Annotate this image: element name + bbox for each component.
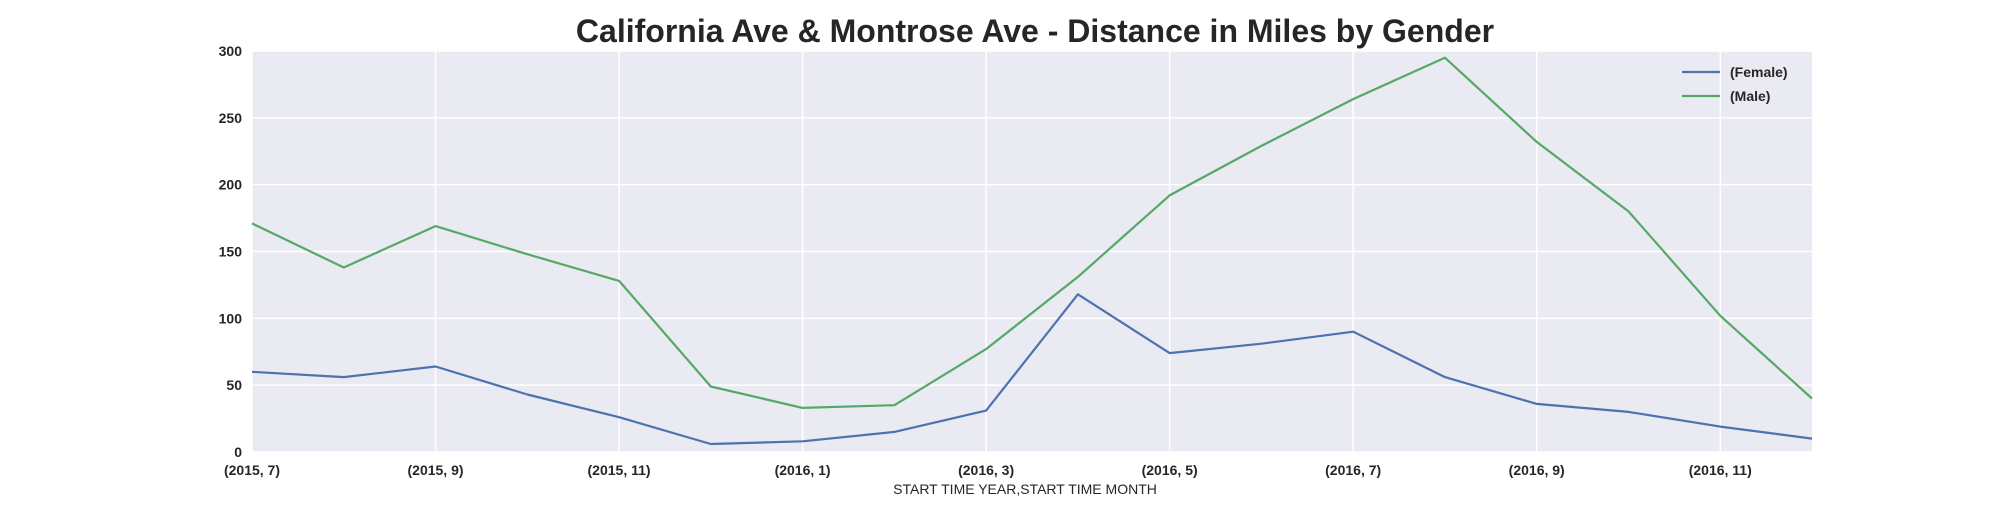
y-tick-label: 200 <box>219 177 243 193</box>
x-tick-label: (2016, 11) <box>1689 462 1752 478</box>
legend-label: (Male) <box>1730 88 1770 104</box>
series-line <box>251 56 1813 409</box>
y-tick-label: 300 <box>219 43 243 59</box>
y-axis-ticks: 0 50 100 150 200 250 300 <box>219 43 243 460</box>
y-tick-label: 0 <box>234 444 242 460</box>
x-tick-label: (2016, 1) <box>775 462 831 478</box>
x-tick-label: (2016, 5) <box>1142 462 1198 478</box>
legend-label: (Female) <box>1730 64 1788 80</box>
y-tick-label: 100 <box>219 310 243 326</box>
x-tick-label: (2015, 11) <box>588 462 651 478</box>
x-tick-label: (2015, 9) <box>408 462 464 478</box>
series-line <box>251 293 1813 446</box>
x-axis-ticks: (2015, 7) (2015, 9) (2015, 11) (2016, 1) (20… <box>224 462 1752 478</box>
x-tick-label: (2016, 3) <box>958 462 1014 478</box>
series-lines <box>251 56 1813 446</box>
legend: (Female) (Male) <box>1682 64 1788 104</box>
x-tick-label: (2015, 7) <box>224 462 280 478</box>
y-tick-label: 50 <box>226 377 242 393</box>
x-tick-label: (2016, 7) <box>1325 462 1381 478</box>
y-tick-label: 250 <box>219 110 243 126</box>
x-axis-label: START TIME YEAR,START TIME MONTH <box>893 481 1157 497</box>
chart-title: California Ave & Montrose Ave - Distance… <box>576 13 1494 49</box>
x-tick-label: (2016, 9) <box>1509 462 1565 478</box>
y-tick-label: 150 <box>219 244 243 260</box>
grid-lines <box>251 50 1812 453</box>
